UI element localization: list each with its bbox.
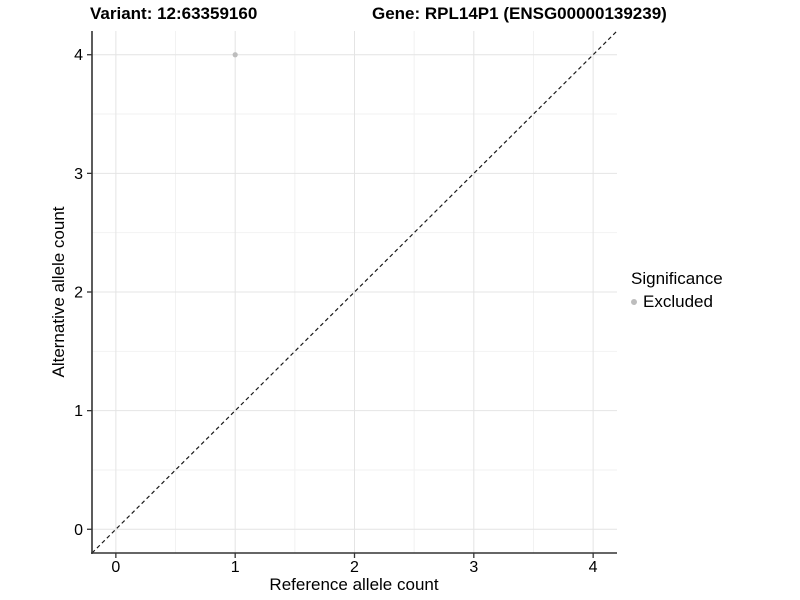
y-axis-title: Alternative allele count bbox=[49, 206, 68, 378]
x-tick-label: 2 bbox=[350, 559, 359, 576]
x-tick-label: 1 bbox=[231, 559, 240, 576]
legend-item-excluded: Excluded bbox=[631, 292, 723, 312]
legend-title: Significance bbox=[631, 269, 723, 288]
x-tick-label: 0 bbox=[111, 559, 120, 576]
identity-reference-line bbox=[91, 30, 618, 554]
x-tick-label: 4 bbox=[589, 559, 598, 576]
x-axis-title: Reference allele count bbox=[269, 575, 439, 594]
y-tick-label: 0 bbox=[74, 522, 83, 539]
y-tick-label: 1 bbox=[74, 403, 83, 420]
y-tick-label: 4 bbox=[74, 47, 83, 64]
data-point bbox=[232, 52, 238, 58]
excluded-point-marker bbox=[631, 299, 637, 305]
y-tick-label: 2 bbox=[74, 285, 83, 302]
variant-title: Variant: 12:63359160 bbox=[90, 4, 258, 23]
x-tick-label: 3 bbox=[469, 559, 478, 576]
gene-title: Gene: RPL14P1 (ENSG00000139239) bbox=[372, 4, 667, 23]
legend-item-label: Excluded bbox=[643, 292, 713, 311]
y-tick-label: 3 bbox=[74, 166, 83, 183]
legend: Significance Excluded bbox=[631, 269, 723, 312]
